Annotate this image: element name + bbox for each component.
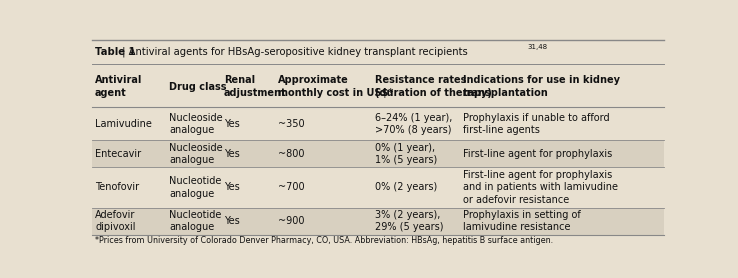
- Text: Renal
adjustment: Renal adjustment: [224, 75, 286, 98]
- Text: ~800: ~800: [278, 149, 305, 159]
- Text: Approximate
monthly cost in US$*: Approximate monthly cost in US$*: [278, 75, 393, 98]
- Text: 0% (2 years): 0% (2 years): [376, 182, 438, 192]
- Text: Prophylaxis if unable to afford
first-line agents: Prophylaxis if unable to afford first-li…: [463, 113, 610, 135]
- Text: Nucleoside
analogue: Nucleoside analogue: [170, 113, 223, 135]
- Text: 0% (1 year),
1% (5 years): 0% (1 year), 1% (5 years): [376, 143, 438, 165]
- Bar: [92, 66, 664, 107]
- Text: Nucleoside
analogue: Nucleoside analogue: [170, 143, 223, 165]
- Text: Indications for use in kidney
transplantation: Indications for use in kidney transplant…: [463, 75, 620, 98]
- Text: Nucleotide
analogue: Nucleotide analogue: [170, 176, 222, 199]
- Text: ~700: ~700: [278, 182, 305, 192]
- Bar: [92, 140, 664, 167]
- Text: Nucleotide
analogue: Nucleotide analogue: [170, 210, 222, 232]
- Text: Drug class: Drug class: [170, 82, 227, 92]
- Bar: [92, 40, 664, 64]
- Text: Tenofovir: Tenofovir: [95, 182, 139, 192]
- Text: Lamivudine: Lamivudine: [95, 119, 152, 129]
- Text: ~900: ~900: [278, 216, 305, 226]
- Text: First-line agent for prophylaxis
and in patients with lamivudine
or adefovir res: First-line agent for prophylaxis and in …: [463, 170, 618, 205]
- Text: Yes: Yes: [224, 149, 240, 159]
- Bar: [92, 208, 664, 235]
- Text: Entecavir: Entecavir: [95, 149, 141, 159]
- Text: Yes: Yes: [224, 216, 240, 226]
- Text: Antiviral
agent: Antiviral agent: [95, 75, 142, 98]
- Text: 6–24% (1 year),
>70% (8 years): 6–24% (1 year), >70% (8 years): [376, 113, 452, 135]
- Text: 3% (2 years),
29% (5 years): 3% (2 years), 29% (5 years): [376, 210, 444, 232]
- Text: First-line agent for prophylaxis: First-line agent for prophylaxis: [463, 149, 612, 159]
- Text: *Prices from University of Colorado Denver Pharmacy, CO, USA. Abbreviation: HBsA: *Prices from University of Colorado Denv…: [95, 236, 554, 245]
- Text: | Antiviral agents for HBsAg-seropositive kidney transplant recipients: | Antiviral agents for HBsAg-seropositiv…: [119, 47, 467, 57]
- Text: 31,48: 31,48: [527, 44, 547, 50]
- Text: Resistance rates
(duration of therapy): Resistance rates (duration of therapy): [376, 75, 492, 98]
- Text: Yes: Yes: [224, 119, 240, 129]
- Text: ~350: ~350: [278, 119, 305, 129]
- Bar: [92, 167, 664, 208]
- Bar: [92, 107, 664, 140]
- Text: Table 1: Table 1: [95, 47, 136, 57]
- Text: Adefovir
dipivoxil: Adefovir dipivoxil: [95, 210, 136, 232]
- Text: Yes: Yes: [224, 182, 240, 192]
- Text: Prophylaxis in setting of
lamivudine resistance: Prophylaxis in setting of lamivudine res…: [463, 210, 581, 232]
